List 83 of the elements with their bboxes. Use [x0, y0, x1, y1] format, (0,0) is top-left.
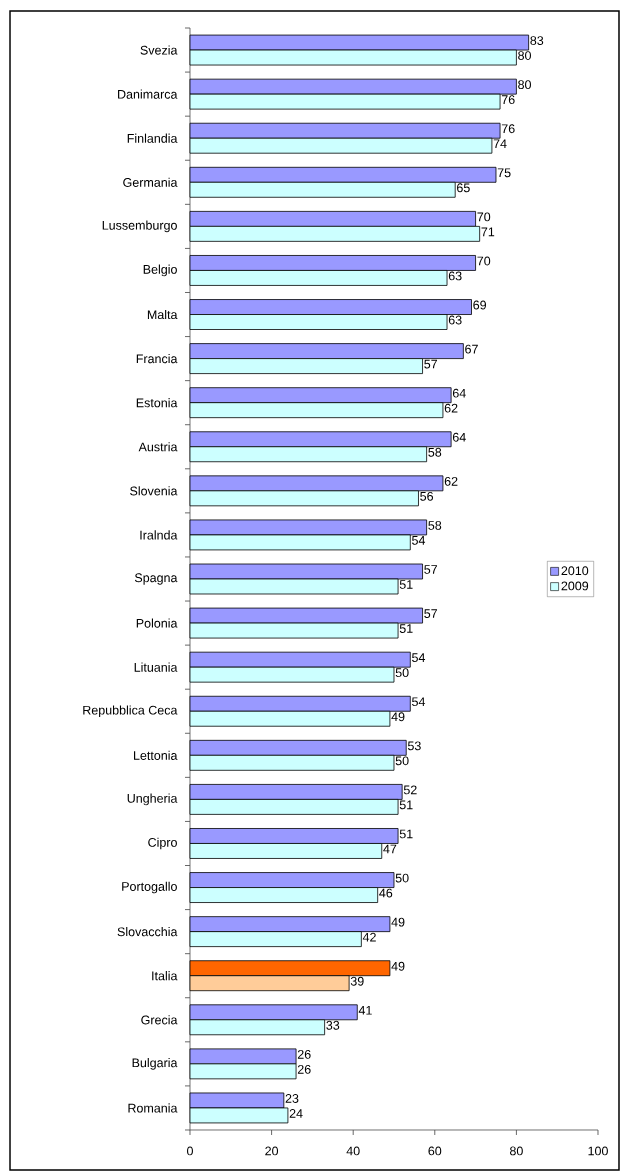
data-label: 51: [399, 624, 413, 633]
data-label: 24: [289, 1109, 303, 1118]
data-label: 70: [477, 256, 491, 266]
y-tick-label: Malta: [147, 309, 178, 320]
data-label: 26: [297, 1049, 311, 1059]
data-label: 63: [448, 271, 462, 281]
data-label: 54: [412, 653, 426, 663]
data-label: 51: [399, 800, 413, 810]
data-label: 39: [350, 976, 364, 986]
data-label: 42: [362, 932, 376, 942]
y-tick-label: Germania: [123, 177, 178, 187]
data-label: 54: [412, 536, 426, 545]
data-label: 71: [481, 227, 495, 237]
data-label: 56: [420, 491, 434, 501]
data-label: 75: [497, 168, 511, 178]
data-label: 80: [518, 51, 531, 60]
y-tick-label: Svezia: [140, 45, 178, 55]
data-label: 80: [518, 80, 531, 90]
data-label: 57: [424, 609, 438, 618]
y-tick-label: Austria: [138, 442, 178, 452]
y-tick-label: Danimarca: [118, 89, 178, 99]
x-tick-label: 0: [187, 1146, 193, 1156]
legend-label: 2009: [561, 581, 589, 591]
data-label: 53: [407, 741, 421, 751]
data-label: 63: [448, 315, 462, 325]
data-label: 57: [424, 359, 438, 369]
y-tick-label: Portogallo: [122, 881, 177, 894]
y-tick-label: Slovenia: [130, 486, 178, 496]
data-label: 64: [452, 388, 466, 398]
y-tick-label: Bulgaria: [132, 1058, 178, 1070]
data-label: 50: [395, 873, 409, 883]
data-label: 67: [465, 344, 478, 354]
y-tick-label: Lettonia: [134, 750, 178, 760]
data-label: 52: [403, 785, 417, 795]
x-tick-label: 60: [428, 1146, 442, 1156]
data-label: 47: [383, 844, 397, 854]
data-label: 51: [399, 580, 413, 589]
data-label: 41: [358, 1006, 372, 1015]
y-tick-label: Grecia: [141, 1015, 178, 1025]
x-tick-label: 40: [346, 1146, 360, 1156]
legend-label: 2010: [561, 566, 589, 576]
data-label: 70: [477, 212, 491, 222]
y-tick-label: Cipro: [148, 837, 177, 850]
data-label: 49: [391, 917, 405, 927]
data-label: 76: [501, 95, 515, 105]
y-tick-label: Belgio: [143, 264, 177, 277]
y-tick-label: Estonia: [136, 398, 178, 408]
data-label: 62: [444, 476, 458, 486]
y-tick-label: Lussemburgo: [102, 220, 177, 233]
data-label: 69: [473, 300, 487, 310]
data-label: 58: [428, 447, 442, 457]
data-label: 49: [391, 712, 405, 722]
data-label: 26: [297, 1064, 311, 1074]
y-tick-label: Ungheria: [127, 793, 178, 806]
y-tick-label: Spagna: [134, 573, 178, 585]
x-tick-label: 20: [265, 1146, 279, 1156]
y-tick-label: Lituania: [134, 662, 178, 672]
x-tick-label: 80: [509, 1146, 523, 1156]
data-label: 33: [326, 1020, 340, 1030]
data-label: 83: [530, 36, 544, 45]
x-tick-label: 100: [588, 1146, 608, 1156]
y-tick-label: Italia: [152, 971, 178, 981]
data-label: 74: [493, 139, 507, 148]
data-label: 65: [457, 183, 470, 193]
data-label: 62: [444, 403, 458, 413]
data-label: 64: [452, 432, 466, 442]
data-label: 76: [501, 124, 515, 134]
y-tick-label: Romania: [128, 1103, 178, 1113]
data-label: 57: [424, 565, 438, 574]
y-tick-label: Polonia: [136, 618, 178, 628]
data-label: 54: [412, 697, 426, 707]
y-tick-label: Slovacchia: [117, 927, 178, 937]
y-tick-label: Francia: [136, 354, 178, 364]
data-label: 58: [428, 521, 442, 530]
data-label: 46: [379, 888, 393, 898]
data-label: 50: [395, 756, 409, 766]
data-label: 49: [391, 961, 405, 971]
y-tick-label: Finlandia: [127, 133, 178, 143]
data-label: 51: [399, 829, 413, 839]
data-label: 23: [285, 1094, 299, 1103]
y-tick-label: Repubblica Ceca: [83, 705, 178, 718]
y-tick-label: Iralnda: [140, 530, 178, 540]
data-label: 50: [395, 668, 409, 678]
